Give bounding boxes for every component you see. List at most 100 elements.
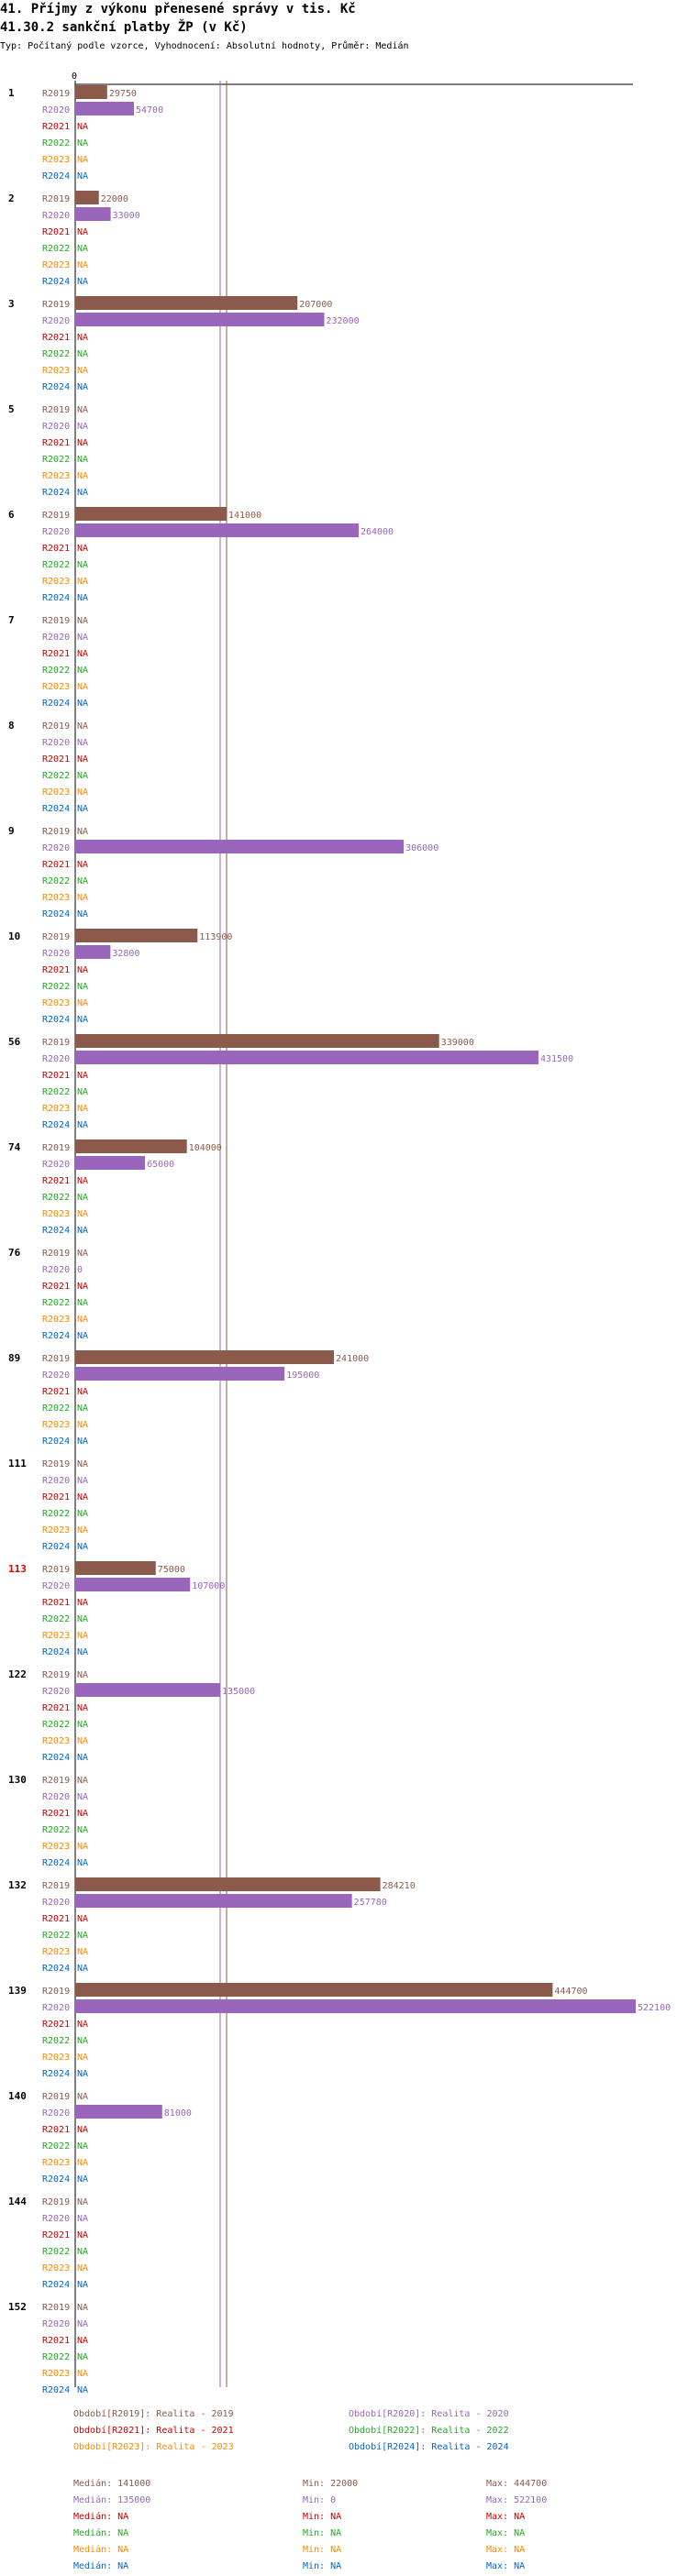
- na-label: NA: [77, 2053, 88, 2063]
- series-label: R2021: [42, 1071, 70, 1081]
- na-label: NA: [77, 827, 88, 837]
- stat-max: Max: NA: [486, 2545, 525, 2555]
- series-label: R2020: [42, 2003, 70, 2013]
- na-label: NA: [77, 1087, 88, 1097]
- group-label-152: 152: [8, 2301, 27, 2313]
- series-label: R2020: [42, 1581, 70, 1591]
- na-label: NA: [77, 1525, 88, 1536]
- series-label: R2020: [42, 211, 70, 221]
- series-label: R2019: [42, 405, 70, 415]
- legend-entry-r2022: Období[R2022]: Realita - 2022: [349, 2425, 509, 2436]
- series-label: R2022: [42, 876, 70, 886]
- value-label: 306000: [405, 843, 438, 853]
- series-label: R2022: [42, 455, 70, 465]
- na-label: NA: [77, 771, 88, 781]
- na-label: NA: [77, 1476, 88, 1486]
- series-label: R2022: [42, 349, 70, 359]
- na-label: NA: [77, 2369, 88, 2379]
- series-label: R2021: [42, 1809, 70, 1819]
- na-label: NA: [77, 138, 88, 149]
- na-label: NA: [77, 1614, 88, 1624]
- stat-median: Medián: 141000: [73, 2478, 150, 2489]
- series-label: R2021: [42, 649, 70, 659]
- na-label: NA: [77, 227, 88, 237]
- na-label: NA: [77, 155, 88, 165]
- series-label: R2020: [42, 1792, 70, 1802]
- group-label-1: 1: [8, 87, 15, 99]
- na-label: NA: [77, 909, 88, 919]
- stat-min: Min: NA: [303, 2512, 341, 2522]
- series-label: R2022: [42, 1298, 70, 1308]
- stat-max: Max: 444700: [486, 2479, 547, 2489]
- series-label: R2020: [42, 105, 70, 116]
- na-label: NA: [77, 649, 88, 659]
- series-label: R2022: [42, 771, 70, 781]
- series-label: R2019: [42, 1143, 70, 1153]
- series-label: R2023: [42, 577, 70, 587]
- series-label: R2019: [42, 721, 70, 732]
- series-label: R2023: [42, 155, 70, 165]
- na-label: NA: [77, 2158, 88, 2168]
- series-label: R2022: [42, 1825, 70, 1835]
- na-label: NA: [77, 560, 88, 570]
- series-label: R2019: [42, 1881, 70, 1891]
- series-label: R2020: [42, 527, 70, 537]
- na-label: NA: [77, 1647, 88, 1657]
- value-label: 257780: [354, 1898, 387, 1908]
- series-label: R2019: [42, 89, 70, 99]
- value-label: 107000: [192, 1581, 225, 1591]
- series-label: R2023: [42, 1209, 70, 1219]
- series-label: R2021: [42, 1176, 70, 1186]
- na-label: NA: [77, 721, 88, 732]
- na-label: NA: [77, 1071, 88, 1081]
- bar-113-r2020: [75, 1578, 191, 1591]
- series-label: R2024: [42, 382, 70, 392]
- series-label: R2019: [42, 1776, 70, 1786]
- bar-2-r2019: [75, 191, 99, 204]
- series-label: R2022: [42, 1509, 70, 1519]
- series-label: R2021: [42, 1492, 70, 1503]
- stat-max: Max: NA: [486, 2512, 525, 2522]
- stat-median: Medián: NA: [73, 2511, 128, 2522]
- series-label: R2024: [42, 2385, 70, 2395]
- group-label-7: 7: [8, 614, 15, 626]
- group-label-9: 9: [8, 825, 15, 837]
- na-label: NA: [77, 544, 88, 554]
- na-label: NA: [77, 2280, 88, 2290]
- na-label: NA: [77, 455, 88, 465]
- na-label: NA: [77, 2125, 88, 2135]
- stat-max: Max: NA: [486, 2528, 525, 2538]
- series-label: R2021: [42, 333, 70, 343]
- na-label: NA: [77, 405, 88, 415]
- na-label: NA: [77, 1104, 88, 1114]
- series-label: R2020: [42, 2108, 70, 2119]
- series-label: R2024: [42, 1437, 70, 1447]
- bar-140-r2020: [75, 2105, 162, 2119]
- value-label: 0: [77, 1265, 83, 1275]
- bar-56-r2019: [75, 1034, 439, 1048]
- series-label: R2024: [42, 277, 70, 287]
- na-label: NA: [77, 2230, 88, 2240]
- bar-139-r2020: [75, 1999, 636, 2013]
- na-label: NA: [77, 2069, 88, 2079]
- bar-1-r2019: [75, 85, 107, 99]
- value-label: 195000: [286, 1371, 319, 1381]
- series-label: R2020: [42, 1054, 70, 1064]
- bar-1-r2020: [75, 102, 135, 116]
- series-label: R2021: [42, 2125, 70, 2135]
- bar-113-r2019: [75, 1561, 156, 1575]
- na-label: NA: [77, 2303, 88, 2313]
- bar-9-r2020: [75, 840, 405, 853]
- na-label: NA: [77, 1459, 88, 1470]
- value-label: 135000: [222, 1687, 255, 1697]
- bar-10-r2019: [75, 929, 198, 942]
- series-label: R2019: [42, 1670, 70, 1680]
- series-label: R2024: [42, 909, 70, 919]
- series-label: R2022: [42, 1193, 70, 1203]
- series-label: R2021: [42, 754, 70, 765]
- group-label-5: 5: [8, 403, 15, 415]
- na-label: NA: [77, 998, 88, 1008]
- group-label-89: 89: [8, 1352, 20, 1364]
- series-label: R2021: [42, 860, 70, 870]
- series-label: R2020: [42, 1265, 70, 1275]
